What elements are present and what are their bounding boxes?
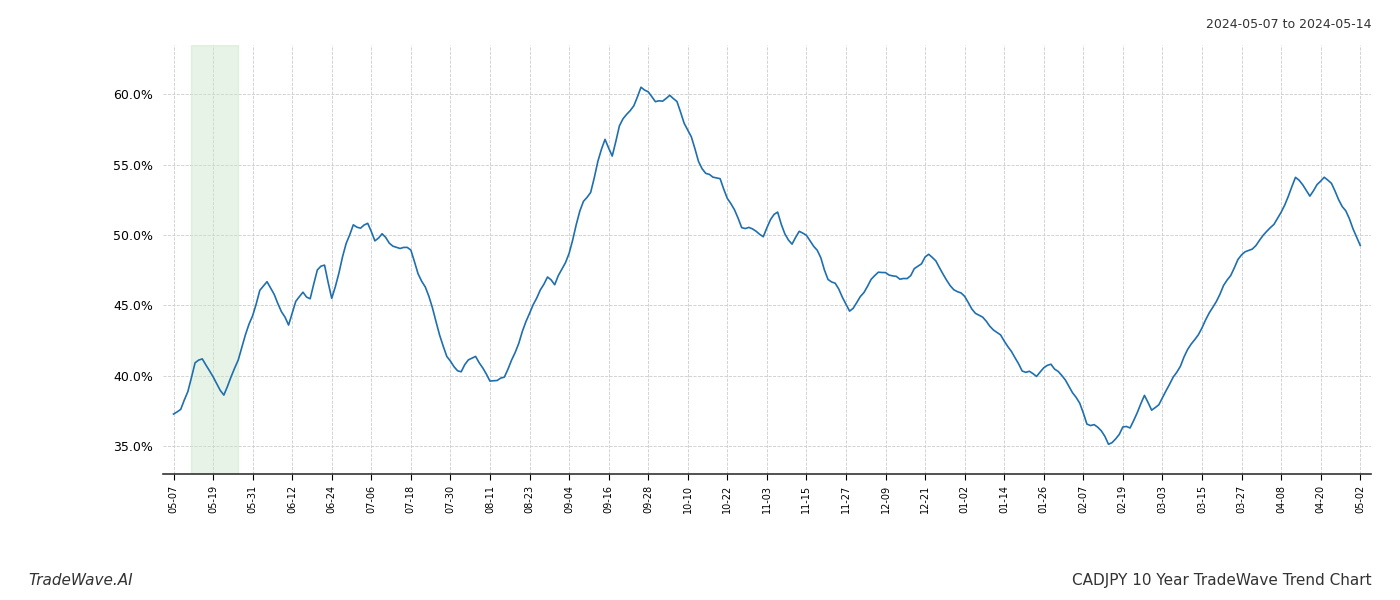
- Text: CADJPY 10 Year TradeWave Trend Chart: CADJPY 10 Year TradeWave Trend Chart: [1072, 573, 1372, 588]
- Text: TradeWave.AI: TradeWave.AI: [28, 573, 133, 588]
- Bar: [192, 45, 238, 475]
- Text: 2024-05-07 to 2024-05-14: 2024-05-07 to 2024-05-14: [1207, 18, 1372, 31]
